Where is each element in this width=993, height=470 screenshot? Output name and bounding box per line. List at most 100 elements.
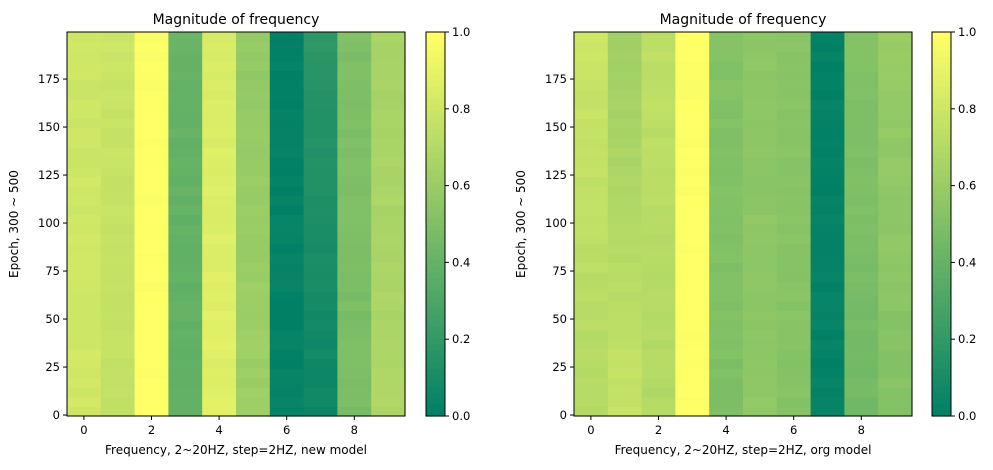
colorbar-segment	[932, 176, 951, 183]
colorbar-tick-label: 0.0	[452, 409, 470, 423]
heatmap-cell	[168, 60, 203, 71]
colorbar-segment	[426, 80, 445, 87]
heatmap-cell	[67, 320, 102, 331]
heatmap-cell	[134, 348, 169, 359]
heatmap-cell	[202, 195, 237, 206]
colorbar-tick-label: 0.4	[452, 255, 470, 269]
heatmap-cell	[100, 156, 136, 167]
heatmap-cell	[743, 339, 778, 350]
heatmap-cell	[236, 51, 271, 62]
heatmap-cell	[844, 80, 879, 91]
heatmap-cell	[371, 224, 406, 235]
colorbar-frame	[425, 31, 446, 417]
heatmap-cell	[607, 80, 643, 91]
x-tick-label: 8	[351, 423, 358, 437]
heatmap-cell	[709, 89, 744, 100]
heatmap-cell	[269, 156, 305, 167]
heatmap-cell	[709, 339, 744, 350]
heatmap-cell	[743, 166, 778, 177]
heatmap-cell	[810, 272, 845, 283]
heatmap-cell	[878, 137, 913, 148]
heatmap-cell	[134, 387, 169, 398]
colorbar-segment	[932, 314, 951, 321]
heatmap-cell	[675, 118, 710, 129]
heatmap-cell	[574, 406, 609, 417]
colorbar-segment	[932, 302, 951, 309]
heatmap-cell	[202, 377, 237, 388]
heatmap-cell	[709, 195, 744, 206]
heatmap-cell	[100, 406, 136, 417]
heatmap-cell	[709, 387, 744, 398]
heatmap-cell	[134, 137, 169, 148]
heatmap-cell	[878, 118, 913, 129]
heatmap-cell	[202, 320, 237, 331]
heatmap-cell	[878, 80, 913, 91]
heatmap-cell	[269, 300, 305, 311]
heatmap-cell	[607, 137, 643, 148]
heatmap-cell	[202, 224, 237, 235]
colorbar-segment	[932, 284, 951, 291]
heatmap-cell	[709, 272, 744, 283]
heatmap-cell	[168, 233, 203, 244]
colorbar-segment	[426, 104, 445, 111]
heatmap-cell	[269, 368, 305, 379]
heatmap-cell	[675, 185, 710, 196]
heatmap-cell	[675, 51, 710, 62]
heatmap-cell	[776, 272, 812, 283]
heatmap-cell	[574, 252, 609, 263]
heatmap-cell	[236, 358, 271, 369]
heatmap-cell	[269, 243, 305, 254]
heatmap-cell	[134, 118, 169, 129]
heatmap-cell	[709, 214, 744, 225]
heatmap-cell	[168, 281, 203, 292]
colorbar-segment	[932, 200, 951, 207]
heatmap-cell	[810, 166, 845, 177]
colorbar-segment	[426, 38, 445, 45]
colorbar-segment	[426, 404, 445, 411]
colorbar-segment	[426, 32, 445, 39]
heatmap-cell	[134, 224, 169, 235]
heatmap-cell	[810, 281, 845, 292]
heatmap-cell	[202, 300, 237, 311]
heatmap-cell	[202, 214, 237, 225]
heatmap-cell	[776, 300, 812, 311]
heatmap-cell	[303, 358, 338, 369]
heatmap-cell	[168, 224, 203, 235]
heatmap-cell	[607, 281, 643, 292]
heatmap-cell	[371, 252, 406, 263]
heatmap-cell	[100, 396, 136, 407]
colorbar-segment	[932, 80, 951, 87]
heatmap-cell	[337, 41, 372, 52]
heatmap-cell	[168, 195, 203, 206]
heatmap-cell	[810, 108, 845, 119]
heatmap-cell	[878, 310, 913, 321]
colorbar-segment	[426, 296, 445, 303]
heatmap-cell	[337, 243, 372, 254]
heatmap-cell	[574, 358, 609, 369]
heatmap-cell	[743, 281, 778, 292]
heatmap-cell	[303, 396, 338, 407]
heatmap-cell	[607, 272, 643, 283]
colorbar-segment	[932, 128, 951, 135]
heatmap-cell	[743, 377, 778, 388]
colorbar-segment	[426, 368, 445, 375]
heatmap-cell	[67, 147, 102, 158]
heatmap-cell	[878, 291, 913, 302]
heatmap-cell	[303, 320, 338, 331]
heatmap-cell	[574, 137, 609, 148]
heatmap-cell	[878, 262, 913, 273]
heatmap-cell	[574, 320, 609, 331]
colorbar-segment	[932, 38, 951, 45]
heatmap-cell	[303, 185, 338, 196]
heatmap-cell	[269, 214, 305, 225]
heatmap-cell	[878, 233, 913, 244]
heatmap-cell	[168, 243, 203, 254]
heatmap-cell	[776, 185, 812, 196]
heatmap-cell	[67, 272, 102, 283]
colorbar-segment	[426, 206, 445, 213]
heatmap-cell	[337, 137, 372, 148]
heatmap-cell	[810, 243, 845, 254]
heatmap-cell	[675, 60, 710, 71]
heatmap-cell	[641, 195, 676, 206]
heatmap-cell	[709, 204, 744, 215]
